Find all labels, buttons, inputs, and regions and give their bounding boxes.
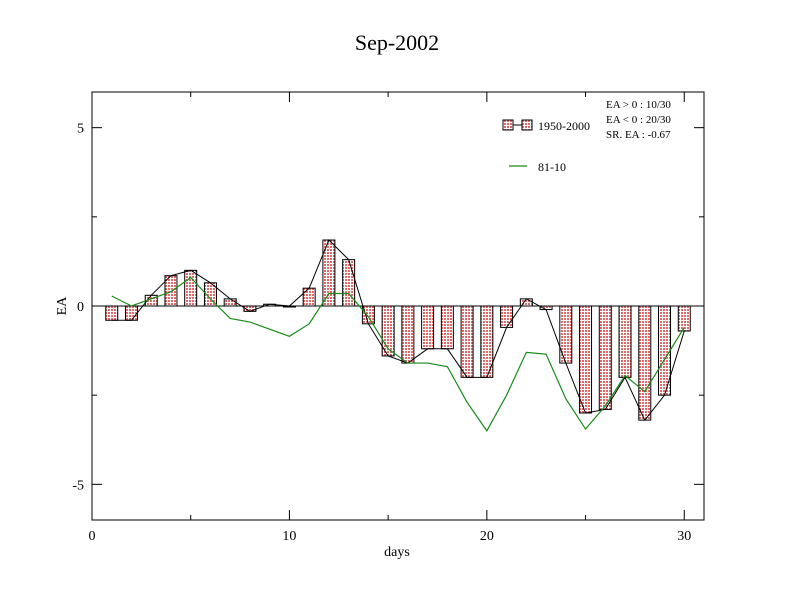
- series-line-81-10: [111, 276, 685, 432]
- bar: [677, 305, 691, 332]
- bar: [302, 287, 316, 307]
- bar: [638, 305, 652, 421]
- bar: [223, 298, 237, 307]
- y-axis-label: EA: [55, 296, 70, 316]
- bar: [579, 305, 593, 414]
- x-axis-label: days: [384, 545, 410, 560]
- legend-swatch-1950-2000: [502, 119, 514, 131]
- x-tick-label: 0: [89, 529, 96, 544]
- bar: [559, 305, 573, 364]
- chart-title: Sep-2002: [355, 30, 439, 55]
- plot-area: 0 10 20 30 -5 0 5: [72, 92, 704, 544]
- bar: [124, 305, 138, 321]
- y-tick-label: 5: [77, 122, 84, 137]
- x-tick-label: 30: [677, 529, 691, 544]
- bar: [598, 305, 612, 410]
- series-line-1950-2000: [111, 239, 685, 422]
- legend-label-1950-2000: 1950-2000: [538, 119, 590, 133]
- bar: [184, 269, 198, 307]
- y-tick-label: -5: [72, 478, 84, 493]
- bar: [500, 305, 514, 328]
- bar: [105, 305, 119, 321]
- legend-label-81-10: 81-10: [538, 160, 566, 174]
- legend-stat-1950-2000: EA < 0 : 20/30: [606, 114, 671, 126]
- x-tick-label: 10: [282, 529, 296, 544]
- y-tick-label: 0: [77, 300, 84, 315]
- bar: [401, 305, 415, 364]
- bar: [421, 305, 435, 350]
- bar: [618, 305, 632, 378]
- legend-stat-1950-2000: EA > 0 : 10/30: [606, 99, 671, 111]
- bar: [440, 305, 454, 350]
- legend-swatch-1950-2000: [521, 119, 533, 131]
- x-tick-label: 20: [480, 529, 494, 544]
- legend: 1950-2000 EA > 0 : 10/30 EA < 0 : 20/30 SR.…: [502, 99, 671, 174]
- bar: [460, 305, 474, 378]
- legend-stat-1950-2000: SR. EA : -0.67: [606, 129, 671, 141]
- plot-frame: [91, 91, 705, 521]
